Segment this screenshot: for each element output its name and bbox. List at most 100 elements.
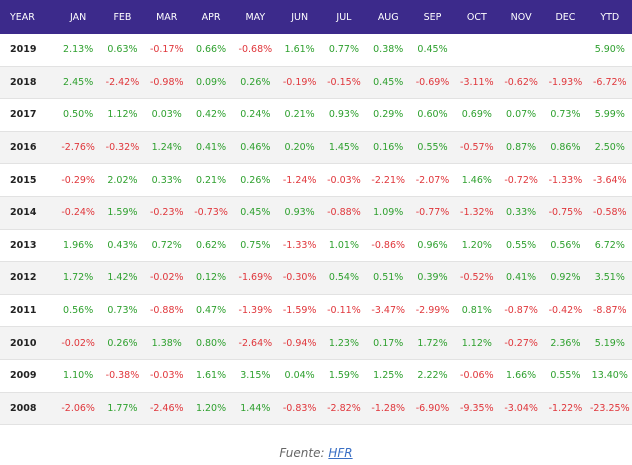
value-cell: -0.23% xyxy=(144,196,189,230)
value-cell: 1.77% xyxy=(100,392,145,426)
value-cell: -1.39% xyxy=(233,294,278,328)
value-cell: 0.03% xyxy=(144,98,189,132)
year-cell: 2018 xyxy=(0,66,56,100)
value-cell: 0.47% xyxy=(188,294,234,328)
value-cell: 1.01% xyxy=(321,229,367,263)
value-cell: 0.42% xyxy=(188,98,234,132)
value-cell: 0.60% xyxy=(410,98,455,132)
value-cell: 2.22% xyxy=(410,359,455,393)
value-cell: 0.73% xyxy=(100,294,145,328)
value-cell: -3.11% xyxy=(454,66,499,100)
value-cell: 1.23% xyxy=(321,326,367,360)
value-cell: 0.51% xyxy=(366,261,411,295)
value-cell: 1.24% xyxy=(144,131,189,165)
source-link[interactable]: HFR xyxy=(328,446,353,460)
value-cell: -0.88% xyxy=(321,196,367,230)
value-cell: 0.86% xyxy=(543,131,588,165)
column-header: JAN xyxy=(56,0,101,34)
year-cell: 2015 xyxy=(0,163,56,197)
table-row: 2013 1.96% 0.43% 0.72% 0.62% 0.75% -1.33% 1.01%… xyxy=(0,229,632,263)
column-header: AUG xyxy=(366,0,411,34)
value-cell: 0.45% xyxy=(366,66,411,100)
value-cell: -0.72% xyxy=(498,163,544,197)
value-cell: 1.61% xyxy=(188,359,234,393)
empty-cell xyxy=(543,34,588,67)
value-cell: 1.61% xyxy=(277,34,322,67)
value-cell: 1.20% xyxy=(188,392,234,426)
value-cell: -0.94% xyxy=(277,326,322,360)
empty-cell xyxy=(454,34,499,67)
year-cell: 2012 xyxy=(0,261,56,295)
value-cell: -0.03% xyxy=(321,163,367,197)
value-cell: -8.87% xyxy=(587,294,632,328)
value-cell: 0.93% xyxy=(277,196,322,230)
value-cell: 0.17% xyxy=(366,326,411,360)
value-cell: 0.56% xyxy=(56,294,101,328)
value-cell: 1.25% xyxy=(366,359,411,393)
value-cell: 1.72% xyxy=(56,261,101,295)
table-row: 2009 1.10% -0.38% -0.03% 1.61% 3.15% 0.04% 1.59… xyxy=(0,359,632,393)
value-cell: 0.72% xyxy=(144,229,189,263)
value-cell: -0.24% xyxy=(56,196,101,230)
value-cell: -2.07% xyxy=(410,163,455,197)
value-cell: 1.12% xyxy=(100,98,145,132)
value-cell: 3.15% xyxy=(233,359,278,393)
table-row: 2011 0.56% 0.73% -0.88% 0.47% -1.39% -1.59% -0.… xyxy=(0,294,632,328)
value-cell: 0.16% xyxy=(366,131,411,165)
table-row: 2010 -0.02% 0.26% 1.38% 0.80% -2.64% -0.94% 1.2… xyxy=(0,326,632,360)
value-cell: -0.87% xyxy=(498,294,544,328)
value-cell: -0.15% xyxy=(321,66,367,100)
value-cell: 0.75% xyxy=(233,229,278,263)
value-cell: 0.87% xyxy=(498,131,544,165)
column-header: JUN xyxy=(277,0,322,34)
value-cell: 0.12% xyxy=(188,261,234,295)
value-cell: -2.76% xyxy=(56,131,101,165)
value-cell: 0.38% xyxy=(366,34,411,67)
caption: Fuente: HFR xyxy=(0,446,632,460)
column-header: YEAR xyxy=(0,0,56,34)
value-cell: 0.09% xyxy=(188,66,234,100)
column-header: DEC xyxy=(543,0,588,34)
value-cell: -0.77% xyxy=(410,196,455,230)
value-cell: -2.21% xyxy=(366,163,411,197)
value-cell: 0.26% xyxy=(233,66,278,100)
value-cell: -0.02% xyxy=(56,326,101,360)
value-cell: 1.96% xyxy=(56,229,101,263)
value-cell: 0.04% xyxy=(277,359,322,393)
value-cell: -0.69% xyxy=(410,66,455,100)
table-row: 2012 1.72% 1.42% -0.02% 0.12% -1.69% -0.30% 0.5… xyxy=(0,261,632,295)
value-cell: -0.98% xyxy=(144,66,189,100)
value-cell: 2.13% xyxy=(56,34,101,67)
value-cell: 2.50% xyxy=(587,131,632,165)
value-cell: 1.72% xyxy=(410,326,455,360)
value-cell: 0.33% xyxy=(498,196,544,230)
value-cell: 1.12% xyxy=(454,326,499,360)
value-cell: -6.72% xyxy=(587,66,632,100)
value-cell: 0.63% xyxy=(100,34,145,67)
value-cell: 0.92% xyxy=(543,261,588,295)
value-cell: 0.07% xyxy=(498,98,544,132)
value-cell: -1.28% xyxy=(366,392,411,426)
value-cell: 0.66% xyxy=(188,34,234,67)
value-cell: -1.32% xyxy=(454,196,499,230)
value-cell: 0.55% xyxy=(543,359,588,393)
value-cell: 1.44% xyxy=(233,392,278,426)
value-cell: 0.45% xyxy=(233,196,278,230)
value-cell: 0.80% xyxy=(188,326,234,360)
value-cell: -9.35% xyxy=(454,392,499,426)
value-cell: 5.19% xyxy=(587,326,632,360)
value-cell: 2.02% xyxy=(100,163,145,197)
value-cell: 1.59% xyxy=(321,359,367,393)
value-cell: -6.90% xyxy=(410,392,455,426)
value-cell: -0.19% xyxy=(277,66,322,100)
value-cell: 0.33% xyxy=(144,163,189,197)
column-header: MAY xyxy=(233,0,278,34)
value-cell: -3.04% xyxy=(498,392,544,426)
value-cell: 0.93% xyxy=(321,98,367,132)
value-cell: -0.75% xyxy=(543,196,588,230)
value-cell: -1.59% xyxy=(277,294,322,328)
value-cell: 1.09% xyxy=(366,196,411,230)
value-cell: 0.77% xyxy=(321,34,367,67)
value-cell: 0.81% xyxy=(454,294,499,328)
